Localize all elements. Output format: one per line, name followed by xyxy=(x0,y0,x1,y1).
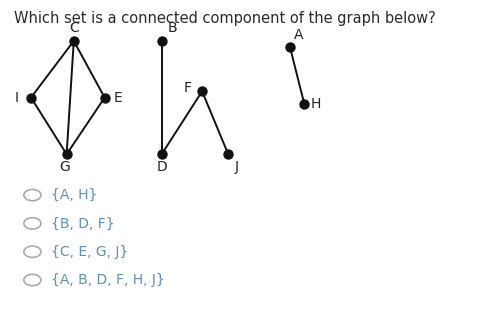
Point xyxy=(62,152,70,157)
Point xyxy=(300,101,307,107)
Point xyxy=(157,152,165,157)
Point xyxy=(70,39,77,44)
Text: F: F xyxy=(183,81,192,95)
Text: {A, B, D, F, H, J}: {A, B, D, F, H, J} xyxy=(51,273,165,287)
Text: J: J xyxy=(234,160,238,174)
Point xyxy=(101,95,108,100)
Text: D: D xyxy=(156,160,166,174)
Text: Which set is a connected component of the graph below?: Which set is a connected component of th… xyxy=(15,11,435,26)
Text: I: I xyxy=(15,91,19,105)
Text: {C, E, G, J}: {C, E, G, J} xyxy=(51,245,128,259)
Text: A: A xyxy=(293,28,302,42)
Point xyxy=(286,45,293,50)
Point xyxy=(198,89,206,94)
Text: G: G xyxy=(59,160,70,174)
Text: H: H xyxy=(310,97,321,111)
Text: B: B xyxy=(167,22,177,35)
Point xyxy=(224,152,232,157)
Text: {A, H}: {A, H} xyxy=(51,188,98,202)
Text: E: E xyxy=(113,91,122,105)
Point xyxy=(157,39,165,44)
Text: C: C xyxy=(69,22,78,35)
Text: {B, D, F}: {B, D, F} xyxy=(51,216,115,230)
Point xyxy=(27,95,35,100)
